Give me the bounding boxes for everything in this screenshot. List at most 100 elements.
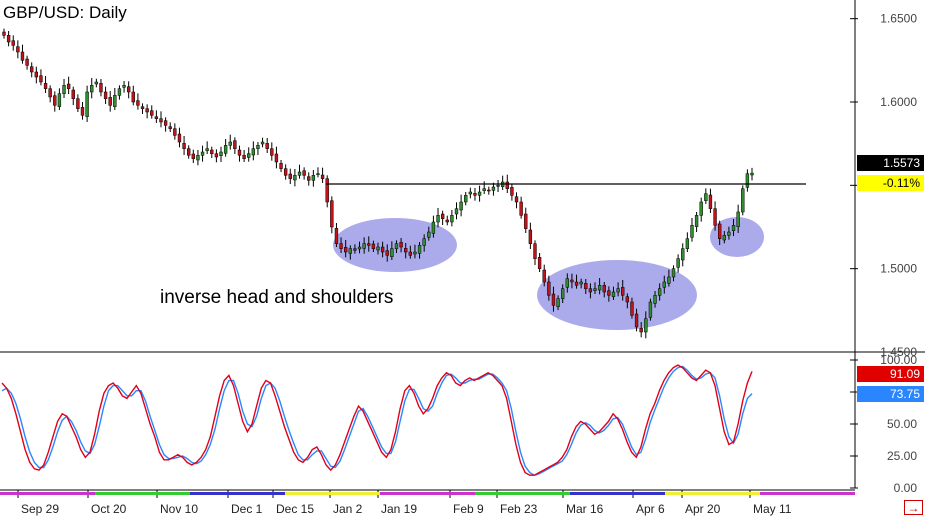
time-tick-label: Jan 2	[333, 502, 363, 516]
candle-body	[320, 174, 325, 179]
time-band	[760, 492, 855, 495]
candle-body	[510, 187, 514, 196]
candle-body	[113, 95, 117, 107]
candle-body	[551, 293, 556, 306]
candle-body	[16, 46, 20, 53]
candle-body	[422, 238, 426, 246]
time-tick-label: Apr 6	[636, 502, 665, 516]
time-band	[285, 492, 380, 495]
candle-body	[496, 185, 500, 187]
time-tick-label: Dec 15	[276, 502, 314, 516]
candle-body	[556, 298, 560, 307]
stoch-d-line	[1, 365, 753, 476]
candle-body	[136, 100, 140, 106]
candle-body	[362, 243, 366, 249]
candle-body	[468, 191, 473, 195]
candle-body	[43, 83, 48, 89]
pattern-highlight-3	[710, 217, 764, 257]
candle-body	[436, 215, 440, 223]
candle-body	[71, 89, 75, 99]
candle-body	[621, 287, 625, 296]
candle-body	[404, 248, 408, 253]
candle-body	[427, 231, 431, 238]
candle-body	[713, 208, 717, 226]
candle-body	[348, 248, 352, 254]
candle-body	[357, 246, 362, 250]
candle-body	[34, 71, 39, 78]
candle-body	[196, 155, 200, 161]
candle-body	[233, 140, 237, 149]
candle-body	[270, 148, 274, 156]
candle-body	[307, 176, 311, 181]
candle-body	[394, 243, 399, 249]
candle-body	[131, 91, 135, 103]
candle-body	[371, 243, 376, 249]
candle-body	[163, 120, 168, 126]
time-band	[95, 492, 190, 495]
time-tick-label: Mar 16	[566, 502, 604, 516]
time-band	[190, 492, 285, 495]
candle-body	[283, 168, 288, 176]
candle-body	[343, 247, 348, 253]
candle-body	[330, 200, 334, 228]
candle-body	[741, 188, 745, 213]
candle-body	[6, 35, 11, 43]
time-tick-label: Feb 23	[500, 502, 538, 516]
candle-body	[80, 107, 85, 116]
candle-body	[445, 219, 449, 223]
candle-body	[547, 281, 551, 296]
candle-body	[150, 110, 154, 116]
candle-body	[690, 225, 694, 238]
candle-body	[574, 281, 579, 286]
candle-body	[431, 221, 436, 234]
candle-body	[256, 145, 260, 149]
time-band	[570, 492, 665, 495]
candle-body	[274, 153, 279, 163]
candle-body	[62, 85, 66, 94]
candle-body	[311, 175, 316, 181]
candle-body	[681, 248, 685, 261]
candle-body	[76, 98, 80, 109]
candle-body	[214, 153, 219, 158]
scroll-to-latest-button[interactable]: →	[904, 500, 923, 515]
candle-body	[325, 178, 329, 203]
candle-body	[168, 126, 172, 129]
candle-body	[408, 251, 413, 256]
price-tick-label: 1.5000	[880, 262, 917, 276]
price-tick-label: 1.4500	[880, 345, 917, 359]
candle-body	[524, 213, 528, 229]
candle-body	[53, 95, 57, 106]
time-band	[0, 492, 95, 495]
candle-body	[750, 172, 754, 176]
candle-body	[237, 149, 242, 156]
stoch-tick-label: 0.00	[894, 481, 918, 495]
candle-body	[648, 301, 653, 318]
candle-body	[200, 151, 205, 156]
stochastic-series	[1, 364, 753, 476]
candle-body	[182, 143, 186, 149]
candle-body	[708, 194, 713, 209]
candle-body	[625, 296, 630, 303]
candle-body	[288, 173, 292, 179]
candle-body	[302, 170, 306, 176]
candle-body	[219, 151, 223, 156]
candle-body	[704, 193, 708, 201]
candle-body	[505, 181, 509, 189]
candle-body	[260, 141, 265, 145]
candle-body	[339, 243, 343, 249]
candle-body	[491, 186, 496, 191]
candle-body	[367, 243, 371, 246]
candle-body	[482, 188, 486, 191]
candle-body	[537, 257, 542, 269]
price-tick-label: 1.6500	[880, 12, 917, 26]
candle-body	[671, 268, 676, 278]
candle-body	[584, 283, 588, 289]
candle-body	[39, 75, 43, 83]
candle-body	[657, 288, 662, 296]
candle-body	[57, 93, 62, 107]
candle-body	[177, 133, 182, 143]
last-price-badge: 1.5573	[857, 155, 924, 171]
time-tick-label: Apr 20	[685, 502, 721, 516]
